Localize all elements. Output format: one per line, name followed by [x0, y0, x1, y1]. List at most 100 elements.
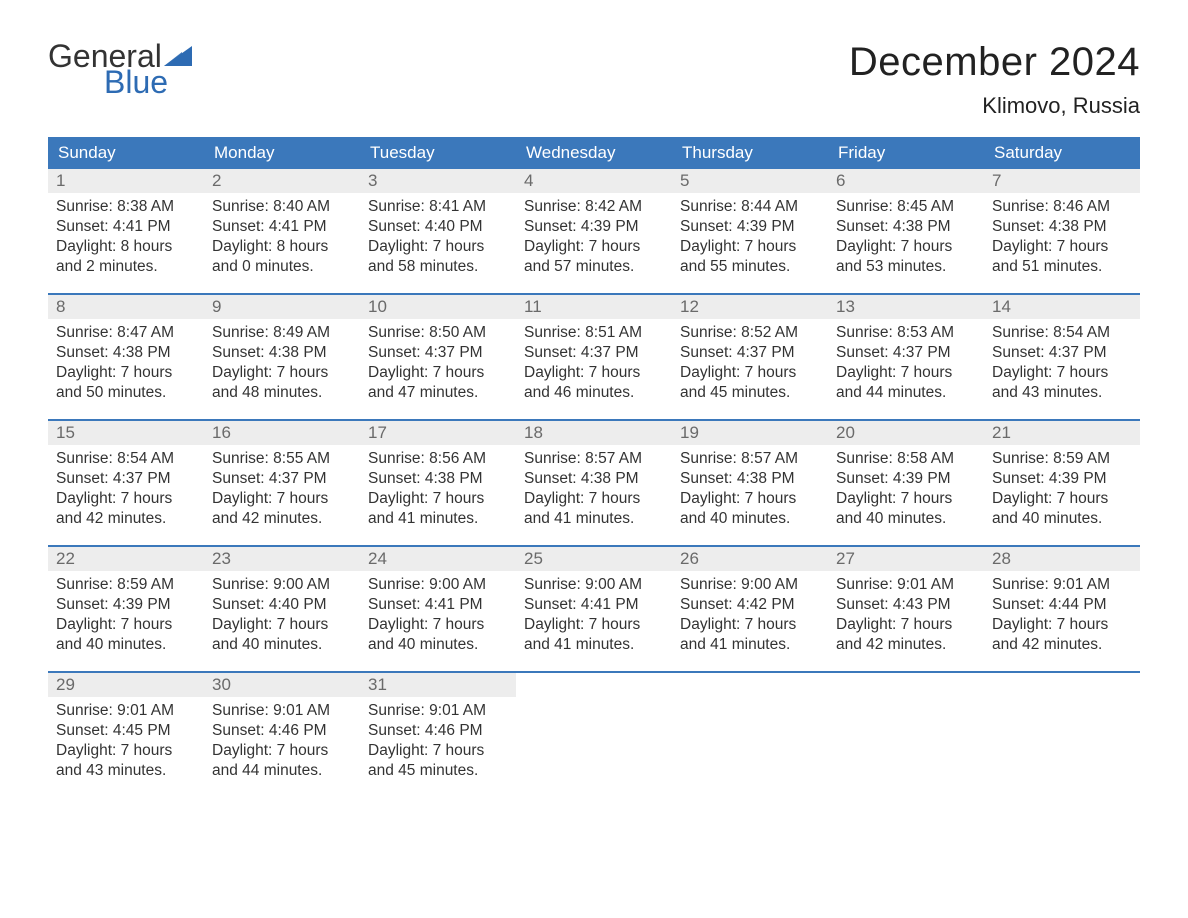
day-details: Sunrise: 9:00 AMSunset: 4:40 PMDaylight:… [204, 571, 360, 656]
calendar-cell: 7Sunrise: 8:46 AMSunset: 4:38 PMDaylight… [984, 169, 1140, 293]
calendar-cell: 6Sunrise: 8:45 AMSunset: 4:38 PMDaylight… [828, 169, 984, 293]
sunset-line: Sunset: 4:37 PM [992, 343, 1132, 363]
day-details: Sunrise: 8:47 AMSunset: 4:38 PMDaylight:… [48, 319, 204, 404]
calendar-cell: 31Sunrise: 9:01 AMSunset: 4:46 PMDayligh… [360, 673, 516, 797]
calendar-cell: 25Sunrise: 9:00 AMSunset: 4:41 PMDayligh… [516, 547, 672, 671]
sunset-line: Sunset: 4:37 PM [836, 343, 976, 363]
day-number: 20 [828, 421, 984, 445]
sunset-line: Sunset: 4:46 PM [368, 721, 508, 741]
day-number: 2 [204, 169, 360, 193]
sunrise-line: Sunrise: 8:55 AM [212, 449, 352, 469]
day-details: Sunrise: 9:01 AMSunset: 4:43 PMDaylight:… [828, 571, 984, 656]
week-row: 15Sunrise: 8:54 AMSunset: 4:37 PMDayligh… [48, 419, 1140, 545]
day-number: 7 [984, 169, 1140, 193]
sunrise-line: Sunrise: 8:53 AM [836, 323, 976, 343]
day-number: 23 [204, 547, 360, 571]
calendar-cell: 13Sunrise: 8:53 AMSunset: 4:37 PMDayligh… [828, 295, 984, 419]
calendar-cell: 11Sunrise: 8:51 AMSunset: 4:37 PMDayligh… [516, 295, 672, 419]
sunset-line: Sunset: 4:38 PM [56, 343, 196, 363]
sunrise-line: Sunrise: 8:52 AM [680, 323, 820, 343]
sunrise-line: Sunrise: 8:38 AM [56, 197, 196, 217]
week-row: 1Sunrise: 8:38 AMSunset: 4:41 PMDaylight… [48, 169, 1140, 293]
day-details: Sunrise: 8:45 AMSunset: 4:38 PMDaylight:… [828, 193, 984, 278]
daylight-line: Daylight: 7 hours and 42 minutes. [836, 615, 976, 655]
daylight-line: Daylight: 7 hours and 58 minutes. [368, 237, 508, 277]
sunrise-line: Sunrise: 8:57 AM [524, 449, 664, 469]
sunrise-line: Sunrise: 8:54 AM [56, 449, 196, 469]
daylight-line: Daylight: 8 hours and 2 minutes. [56, 237, 196, 277]
week-row: 8Sunrise: 8:47 AMSunset: 4:38 PMDaylight… [48, 293, 1140, 419]
day-details: Sunrise: 8:44 AMSunset: 4:39 PMDaylight:… [672, 193, 828, 278]
daylight-line: Daylight: 7 hours and 44 minutes. [212, 741, 352, 781]
day-number: 18 [516, 421, 672, 445]
day-details: Sunrise: 8:56 AMSunset: 4:38 PMDaylight:… [360, 445, 516, 530]
sunset-line: Sunset: 4:39 PM [680, 217, 820, 237]
calendar-cell: 21Sunrise: 8:59 AMSunset: 4:39 PMDayligh… [984, 421, 1140, 545]
day-number: 12 [672, 295, 828, 319]
calendar-cell: . [516, 673, 672, 797]
weeks-container: 1Sunrise: 8:38 AMSunset: 4:41 PMDaylight… [48, 169, 1140, 797]
sunset-line: Sunset: 4:41 PM [56, 217, 196, 237]
day-details: Sunrise: 8:53 AMSunset: 4:37 PMDaylight:… [828, 319, 984, 404]
day-number: 6 [828, 169, 984, 193]
calendar-cell: . [828, 673, 984, 797]
calendar-cell: 29Sunrise: 9:01 AMSunset: 4:45 PMDayligh… [48, 673, 204, 797]
day-number: 13 [828, 295, 984, 319]
day-number: 31 [360, 673, 516, 697]
daylight-line: Daylight: 8 hours and 0 minutes. [212, 237, 352, 277]
daylight-line: Daylight: 7 hours and 51 minutes. [992, 237, 1132, 277]
day-header-wed: Wednesday [516, 137, 672, 169]
day-number: 8 [48, 295, 204, 319]
location-label: Klimovo, Russia [849, 93, 1140, 119]
day-details: Sunrise: 8:58 AMSunset: 4:39 PMDaylight:… [828, 445, 984, 530]
sunrise-line: Sunrise: 8:45 AM [836, 197, 976, 217]
daylight-line: Daylight: 7 hours and 55 minutes. [680, 237, 820, 277]
day-number: 19 [672, 421, 828, 445]
sunset-line: Sunset: 4:44 PM [992, 595, 1132, 615]
sunrise-line: Sunrise: 9:01 AM [836, 575, 976, 595]
sunrise-line: Sunrise: 9:00 AM [680, 575, 820, 595]
day-number: 22 [48, 547, 204, 571]
day-details: Sunrise: 8:38 AMSunset: 4:41 PMDaylight:… [48, 193, 204, 278]
calendar-cell: 12Sunrise: 8:52 AMSunset: 4:37 PMDayligh… [672, 295, 828, 419]
day-details: Sunrise: 8:41 AMSunset: 4:40 PMDaylight:… [360, 193, 516, 278]
day-number: 26 [672, 547, 828, 571]
day-number: 9 [204, 295, 360, 319]
day-number: 16 [204, 421, 360, 445]
calendar-cell: 19Sunrise: 8:57 AMSunset: 4:38 PMDayligh… [672, 421, 828, 545]
calendar-cell: . [672, 673, 828, 797]
day-header-row: Sunday Monday Tuesday Wednesday Thursday… [48, 137, 1140, 169]
sunset-line: Sunset: 4:46 PM [212, 721, 352, 741]
day-header-fri: Friday [828, 137, 984, 169]
day-number: 17 [360, 421, 516, 445]
daylight-line: Daylight: 7 hours and 40 minutes. [992, 489, 1132, 529]
day-details: Sunrise: 8:59 AMSunset: 4:39 PMDaylight:… [48, 571, 204, 656]
sunrise-line: Sunrise: 8:49 AM [212, 323, 352, 343]
day-number: 11 [516, 295, 672, 319]
daylight-line: Daylight: 7 hours and 48 minutes. [212, 363, 352, 403]
daylight-line: Daylight: 7 hours and 40 minutes. [680, 489, 820, 529]
daylight-line: Daylight: 7 hours and 43 minutes. [992, 363, 1132, 403]
calendar-cell: 17Sunrise: 8:56 AMSunset: 4:38 PMDayligh… [360, 421, 516, 545]
day-details: Sunrise: 8:57 AMSunset: 4:38 PMDaylight:… [516, 445, 672, 530]
calendar-cell: 3Sunrise: 8:41 AMSunset: 4:40 PMDaylight… [360, 169, 516, 293]
calendar-cell: 10Sunrise: 8:50 AMSunset: 4:37 PMDayligh… [360, 295, 516, 419]
sunset-line: Sunset: 4:40 PM [368, 217, 508, 237]
sunset-line: Sunset: 4:37 PM [212, 469, 352, 489]
day-details: Sunrise: 9:01 AMSunset: 4:44 PMDaylight:… [984, 571, 1140, 656]
day-details: Sunrise: 9:00 AMSunset: 4:41 PMDaylight:… [360, 571, 516, 656]
day-number: 27 [828, 547, 984, 571]
calendar-cell: 15Sunrise: 8:54 AMSunset: 4:37 PMDayligh… [48, 421, 204, 545]
day-details: Sunrise: 8:54 AMSunset: 4:37 PMDaylight:… [48, 445, 204, 530]
calendar-cell: 14Sunrise: 8:54 AMSunset: 4:37 PMDayligh… [984, 295, 1140, 419]
sunset-line: Sunset: 4:39 PM [992, 469, 1132, 489]
daylight-line: Daylight: 7 hours and 41 minutes. [524, 489, 664, 529]
sunset-line: Sunset: 4:39 PM [524, 217, 664, 237]
sunset-line: Sunset: 4:37 PM [680, 343, 820, 363]
month-title: December 2024 [849, 40, 1140, 85]
day-number: 30 [204, 673, 360, 697]
sunrise-line: Sunrise: 8:41 AM [368, 197, 508, 217]
daylight-line: Daylight: 7 hours and 50 minutes. [56, 363, 196, 403]
daylight-line: Daylight: 7 hours and 40 minutes. [368, 615, 508, 655]
day-number: 4 [516, 169, 672, 193]
